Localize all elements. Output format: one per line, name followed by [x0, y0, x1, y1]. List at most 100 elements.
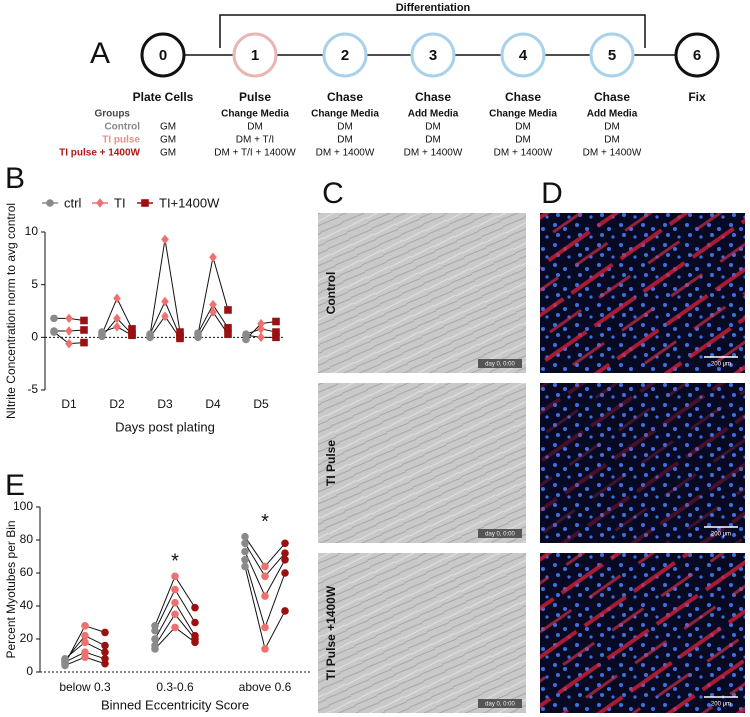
group-cell: DM	[337, 135, 353, 146]
point	[261, 562, 269, 571]
point	[209, 252, 217, 263]
point	[224, 306, 232, 314]
y-axis-label: NItrite Concentration norm to avg contro…	[4, 203, 18, 419]
point	[81, 631, 89, 640]
scale-label: 200 μm	[711, 532, 731, 538]
x-tick-label: D2	[109, 397, 125, 411]
y-tick-label: 0	[26, 664, 33, 678]
chart: E 0 20 40 60 80 100 Percent Myotubes per Bin Bin…	[4, 469, 310, 712]
point	[151, 645, 159, 653]
step-action: Change Media	[221, 109, 289, 120]
step-node	[232, 32, 278, 78]
step-node	[500, 32, 546, 78]
group-cell: DM	[425, 135, 441, 146]
point	[113, 313, 121, 324]
timestamp-bar	[478, 699, 522, 708]
group-cell: DM	[515, 122, 531, 133]
point	[261, 592, 269, 600]
step-action: Change Media	[311, 109, 379, 120]
point	[50, 327, 58, 335]
y-tick-label: 60	[20, 565, 34, 579]
point	[261, 623, 269, 632]
point	[272, 333, 280, 342]
scale-label: 200 μm	[711, 362, 731, 368]
x-axis-label: Binned Eccentricity Score	[101, 697, 249, 712]
group-cell: DM + T/I + 1400W	[214, 148, 296, 159]
point	[191, 638, 199, 647]
point	[98, 328, 106, 336]
myotube-stain	[540, 213, 745, 373]
x-axis-label: Days post plating	[115, 419, 215, 434]
step-node	[410, 32, 456, 78]
step-node	[140, 32, 186, 78]
group-cell: DM + 1400W	[316, 148, 375, 159]
point	[50, 314, 58, 323]
micrograph-brightfield	[318, 553, 526, 713]
step-name: Chase	[505, 90, 541, 104]
point	[261, 645, 269, 653]
panel-label: A	[90, 37, 110, 70]
point	[81, 653, 89, 661]
step-number: 4	[519, 47, 528, 64]
point	[146, 333, 154, 342]
group-cell: DM + 1400W	[583, 148, 642, 159]
point	[241, 539, 249, 548]
step-action: Change Media	[489, 109, 557, 120]
point	[80, 316, 88, 325]
point	[171, 585, 179, 594]
step-action: Add Media	[408, 109, 459, 120]
point	[191, 603, 199, 612]
point	[81, 622, 89, 630]
group-cell: DM + T/I	[236, 135, 274, 146]
point	[281, 556, 289, 564]
point	[224, 324, 232, 332]
point	[101, 641, 109, 650]
panel-label: E	[5, 469, 25, 502]
timestamp: day 0, 0:00	[485, 532, 515, 538]
point	[241, 562, 249, 571]
point	[281, 539, 289, 548]
timestamp-bar	[478, 529, 522, 538]
y-tick-label: 5	[31, 277, 38, 291]
group-name: TI pulse + 1400W	[59, 148, 140, 159]
group-cell: GM	[160, 135, 176, 146]
group-cell: DM + 1400W	[404, 148, 463, 159]
point	[257, 318, 265, 329]
point	[257, 324, 265, 334]
point	[46, 199, 54, 207]
step-number: 2	[341, 47, 349, 64]
condition-label: Control	[324, 272, 338, 315]
point	[281, 549, 289, 557]
point	[281, 569, 289, 577]
group-cell: DM	[604, 135, 620, 146]
step-number: 6	[693, 47, 701, 64]
point	[161, 296, 169, 307]
significance: *	[171, 551, 179, 573]
group-cell: DM	[247, 122, 263, 133]
point	[272, 328, 280, 336]
y-tick-label: 100	[13, 499, 33, 513]
point	[257, 332, 265, 343]
point	[151, 635, 159, 643]
panel-label: C	[322, 177, 344, 210]
step-name: Chase	[594, 90, 630, 104]
legend-label: ctrl	[64, 195, 81, 210]
group-cell: GM	[160, 148, 176, 159]
group-cell: DM	[604, 122, 620, 133]
y-axis-label: Percent Myotubes per Bin	[4, 520, 18, 658]
point	[281, 607, 289, 615]
group-cell: DM + 1400W	[494, 148, 553, 159]
point	[194, 333, 202, 342]
point	[176, 328, 184, 336]
point	[171, 623, 179, 632]
point	[96, 198, 104, 208]
point	[191, 618, 199, 627]
group-cell: DM	[337, 122, 353, 133]
replicate-line	[154, 601, 196, 640]
replicate-line	[244, 536, 286, 568]
point	[224, 330, 232, 338]
point	[128, 331, 136, 340]
point	[242, 331, 250, 340]
point	[65, 326, 73, 336]
